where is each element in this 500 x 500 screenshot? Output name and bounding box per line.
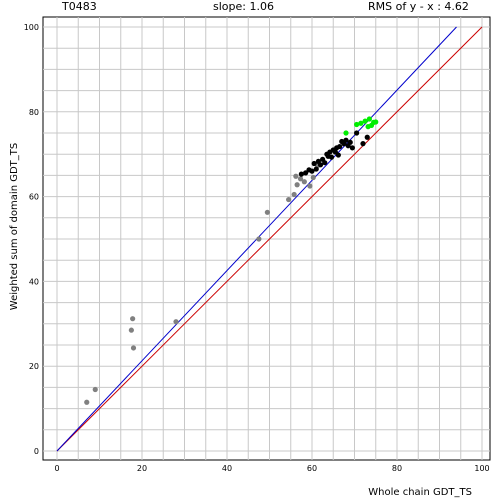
data-point [303, 170, 309, 176]
target-label: T0483 [62, 0, 97, 13]
x-tick-label: 100 [474, 464, 489, 473]
data-point [84, 399, 90, 405]
data-points [84, 116, 379, 405]
data-point [337, 143, 343, 150]
y-tick-label: 20 [29, 362, 39, 371]
grid [43, 17, 490, 460]
y-tick-label: 60 [29, 193, 39, 202]
data-point [294, 182, 300, 188]
y-tick-label: 40 [29, 277, 39, 286]
data-point [311, 160, 317, 167]
y-tick-label: 100 [24, 23, 39, 32]
y-tick-label: 0 [34, 447, 39, 456]
data-point [173, 319, 179, 325]
x-tick-label: 80 [392, 464, 402, 473]
x-tick-label: 20 [137, 464, 147, 473]
data-point [313, 166, 319, 172]
data-point [335, 152, 341, 158]
tick-labels: 0 20 40 60 80 100 0 20 40 60 80 100 [24, 23, 490, 473]
data-point [307, 183, 313, 189]
data-point [309, 168, 315, 174]
data-point [128, 327, 134, 333]
data-point [322, 160, 328, 166]
data-point [130, 316, 136, 322]
data-point [364, 134, 370, 140]
rms-label: RMS of y - x : 4.62 [368, 0, 469, 13]
data-point [373, 119, 379, 125]
data-point [328, 154, 335, 160]
data-point [354, 121, 360, 128]
data-point [360, 141, 366, 147]
slope-label: slope: 1.06 [213, 0, 274, 13]
data-point [297, 176, 304, 182]
data-point [291, 191, 297, 198]
data-point [358, 120, 364, 126]
data-point [264, 209, 270, 215]
data-point [130, 345, 137, 351]
data-point [293, 173, 299, 179]
y-axis-label: Weighted sum of domain GDT_TS [9, 143, 20, 310]
data-point [343, 130, 349, 136]
data-point [298, 171, 304, 177]
data-point [354, 130, 360, 136]
x-tick-label: 60 [307, 464, 317, 473]
data-point [347, 139, 353, 145]
data-point [256, 236, 262, 242]
x-tick-label: 0 [54, 464, 59, 473]
y-tick-label: 80 [29, 108, 39, 117]
data-point [310, 174, 316, 181]
data-point [362, 118, 368, 124]
data-point [301, 179, 307, 185]
data-point [349, 145, 355, 151]
data-point [92, 386, 98, 393]
data-point [286, 196, 292, 203]
data-point [317, 162, 324, 168]
reference-line [56, 26, 483, 452]
data-point [343, 137, 349, 143]
x-tick-label: 40 [222, 464, 232, 473]
data-point [366, 116, 372, 122]
x-axis-label: Whole chain GDT_TS [368, 487, 472, 498]
